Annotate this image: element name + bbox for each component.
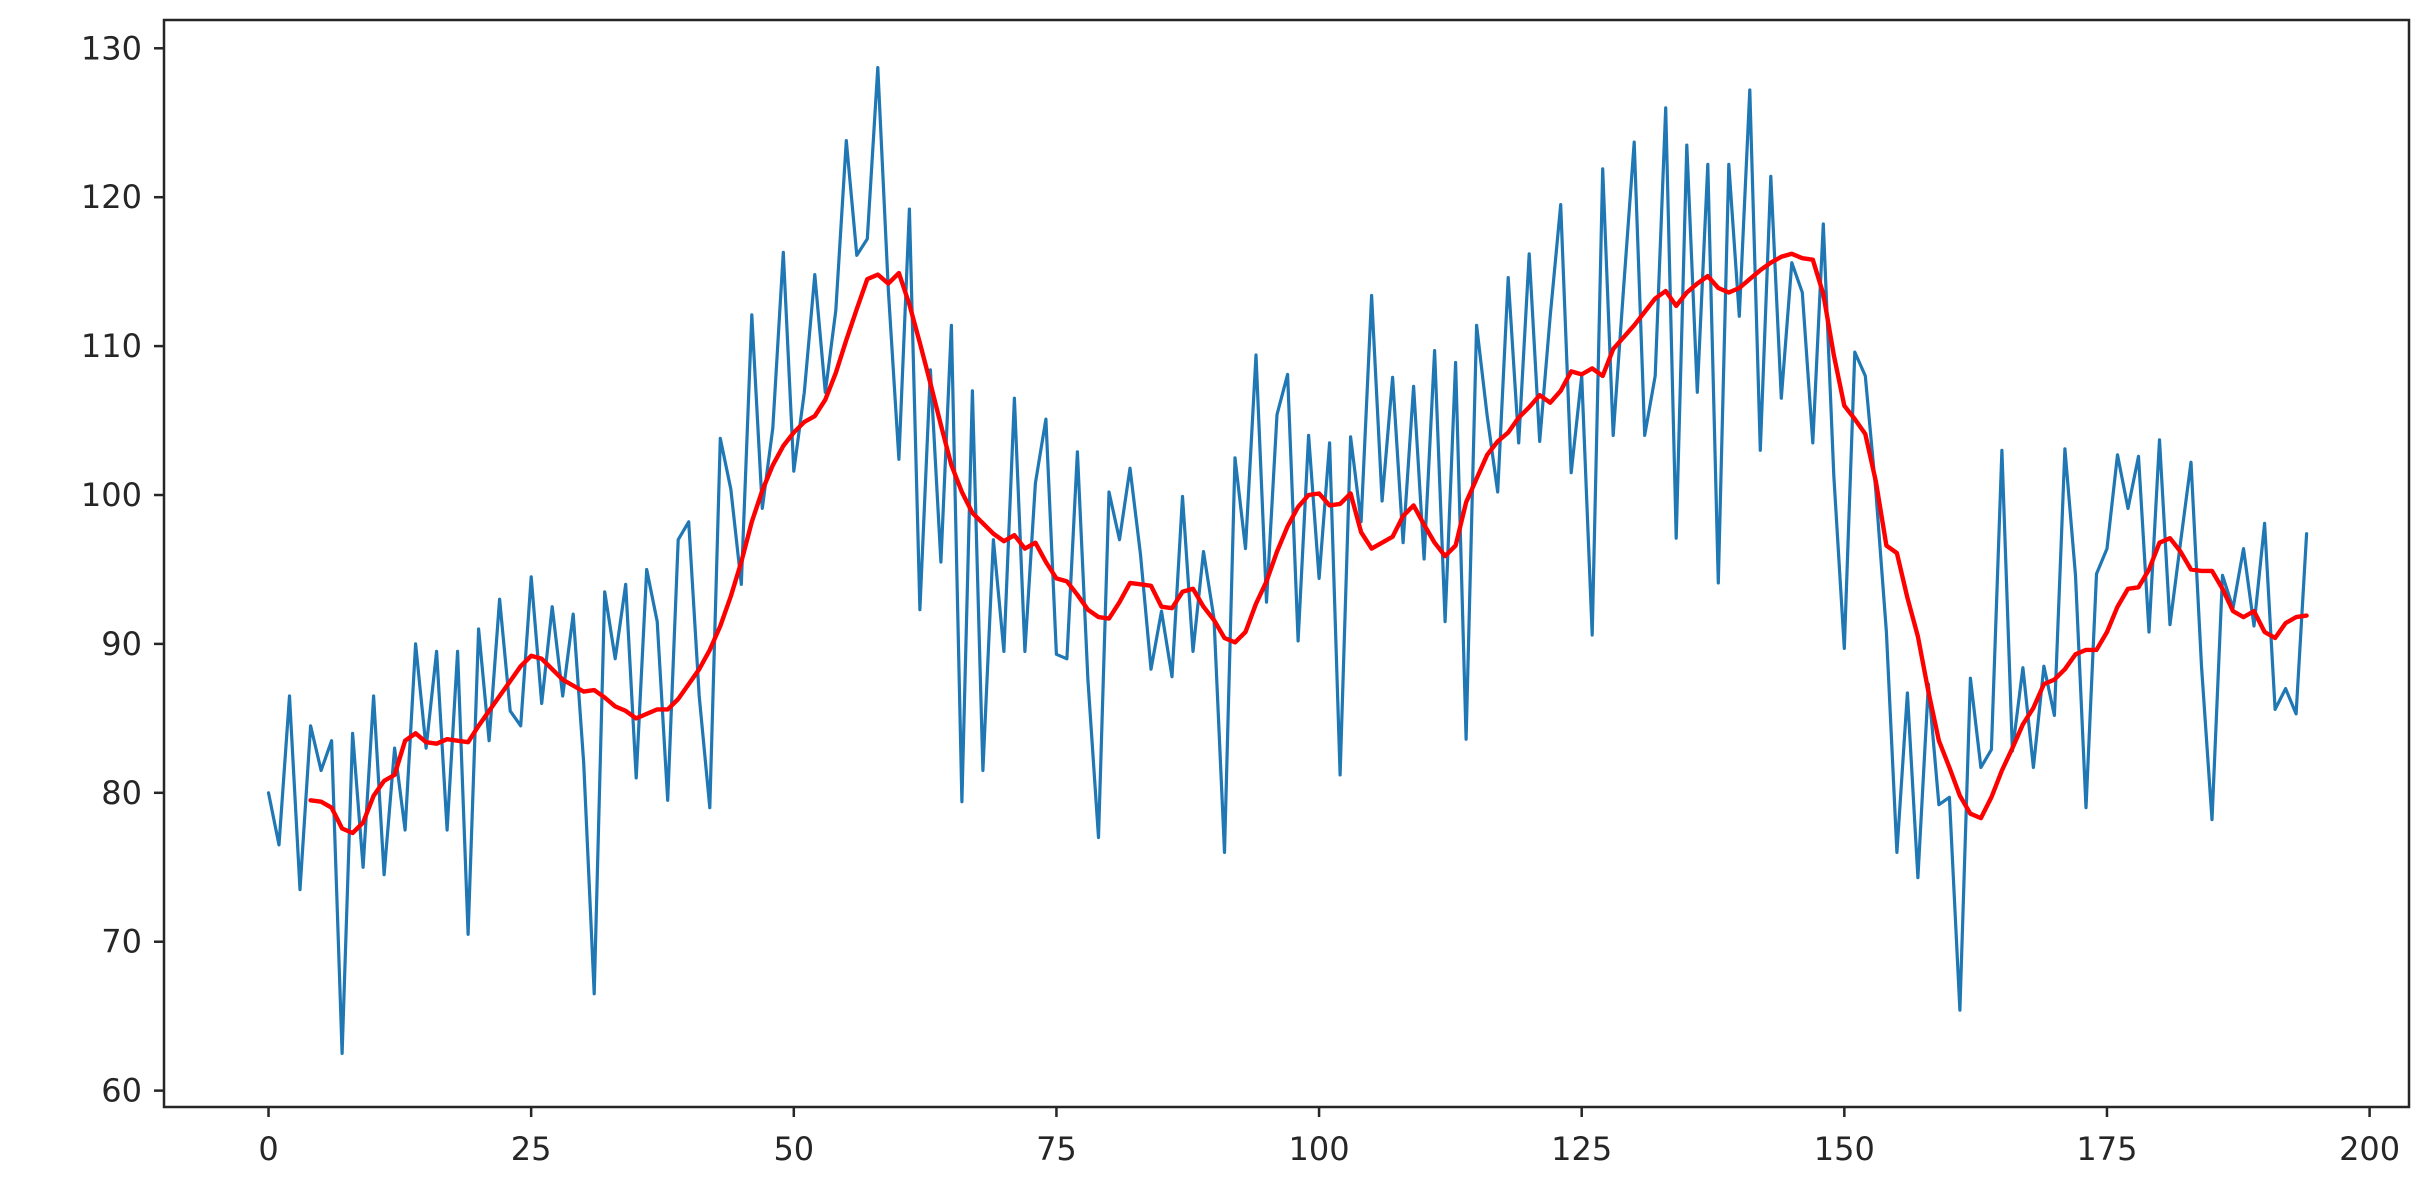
y-tick-label: 120: [81, 178, 142, 216]
x-tick-label: 200: [2339, 1130, 2400, 1168]
x-tick-label: 150: [1814, 1130, 1875, 1168]
y-axis-tick-labels: 60 70 80 90 100 110 120 130: [81, 29, 142, 1109]
series-lines: [266, 65, 2309, 1056]
y-tick-label: 130: [81, 29, 142, 67]
raw-series: [266, 65, 2309, 1056]
x-axis-ticks: [267, 1107, 2371, 1117]
x-tick-label: 0: [258, 1130, 278, 1168]
smoothed-series: [308, 251, 2309, 836]
x-tick-label: 75: [1036, 1130, 1077, 1168]
y-axis-ticks: [154, 47, 164, 1092]
y-tick-label: 90: [101, 625, 142, 663]
x-tick-label: 25: [511, 1130, 552, 1168]
y-tick-label: 100: [81, 476, 142, 514]
x-tick-label: 175: [2076, 1130, 2137, 1168]
plot-border: [162, 18, 2411, 1109]
y-tick-label: 110: [81, 327, 142, 365]
x-tick-label: 125: [1551, 1130, 1612, 1168]
x-tick-label: 50: [773, 1130, 814, 1168]
y-tick-label: 70: [101, 923, 142, 961]
x-axis-tick-labels: 0 25 50 75 100 125 150 175 200: [258, 1130, 2400, 1168]
x-tick-label: 100: [1289, 1130, 1350, 1168]
y-tick-label: 60: [101, 1072, 142, 1110]
plot-frame: [162, 18, 2411, 1109]
y-tick-label: 80: [101, 774, 142, 812]
